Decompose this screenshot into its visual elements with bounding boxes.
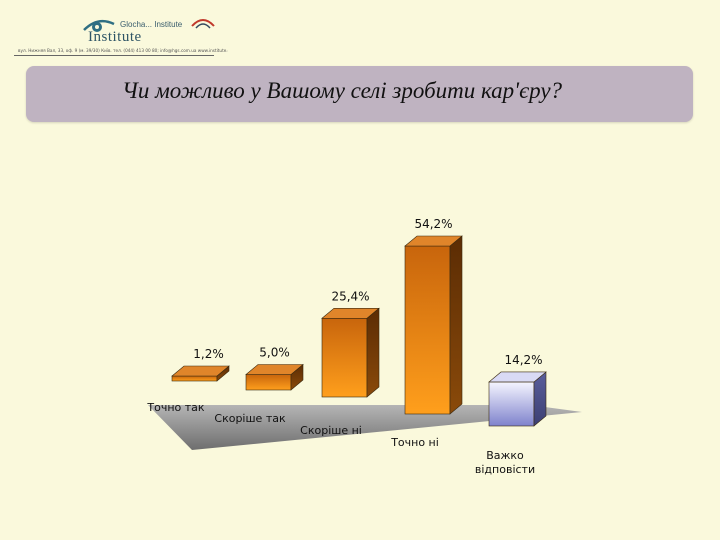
value-label-5: 14,2% [504, 353, 542, 367]
logo-area: Glocha... Institute Institute вул. Нижня… [0, 0, 230, 66]
bar-3 [321, 307, 380, 398]
bar-top-3 [321, 307, 380, 319]
bar-top-1 [171, 365, 230, 377]
logo-address: вул. Нижняя Вал, 33, оф. 9 (м. 39/30) Ки… [18, 48, 228, 53]
value-label-3: 25,4% [331, 289, 369, 303]
bar-top-5 [488, 371, 547, 383]
title-banner: Чи можливо у Вашому селі зробити кар'єру… [26, 66, 693, 122]
bar-top-2 [245, 364, 304, 375]
bar-2 [245, 363, 304, 391]
bar-top-4 [404, 235, 463, 247]
category-label-4: Точно ні [390, 436, 439, 449]
bar-front-2 [245, 374, 292, 391]
eye-logo-icon [83, 19, 115, 32]
bar-1 [171, 365, 230, 382]
bar-side-3 [366, 307, 380, 398]
chart-floor [148, 405, 582, 450]
category-label-3: Скоріше ні [300, 424, 362, 437]
bar-4 [404, 235, 463, 415]
partner-logo-icon [191, 19, 215, 29]
value-label-2: 5,0% [259, 346, 290, 360]
logo-institute: Institute [88, 29, 142, 45]
logo-divider [14, 55, 214, 56]
logo-name: Glocha... Institute [120, 20, 183, 29]
bar-front-1 [171, 375, 218, 382]
bar-front-3 [321, 317, 368, 398]
bar-side-4 [449, 235, 463, 415]
category-label-1: Точно так [146, 401, 205, 414]
category-label-5: Важко відповісти [475, 449, 535, 476]
category-label-2: Скоріше так [214, 412, 286, 425]
bar-5 [488, 371, 547, 427]
bar-front-5 [488, 381, 535, 427]
chart-title: Чи можливо у Вашому селі зробити кар'єру… [122, 78, 563, 103]
value-label-1: 1,2% [193, 347, 224, 361]
bar-front-4 [404, 245, 451, 415]
value-label-4: 54,2% [414, 217, 452, 231]
